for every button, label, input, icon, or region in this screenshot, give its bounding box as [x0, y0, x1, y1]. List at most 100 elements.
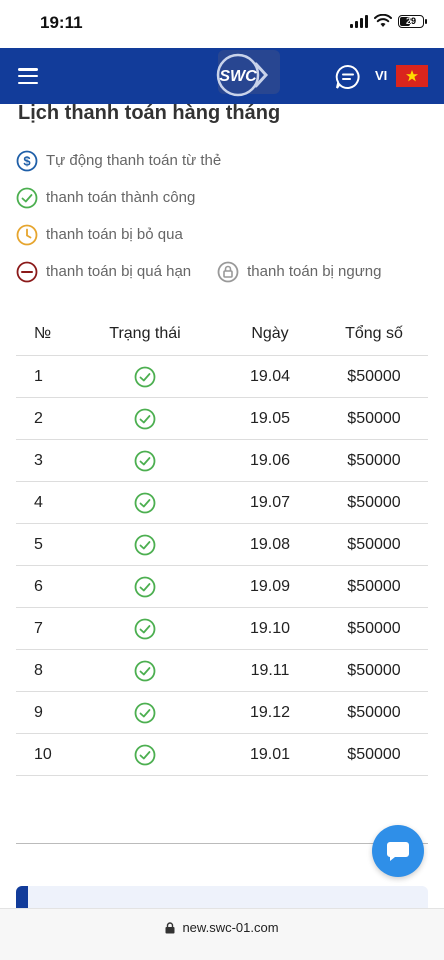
payment-schedule-table: № Trạng thái Ngày Tổng số 1 19.04 $50000 2 1…: [16, 312, 428, 776]
row-amount: $50000: [347, 661, 401, 679]
check-circle-icon: [134, 618, 156, 639]
row-amount: $50000: [347, 409, 401, 427]
row-date: 19.11: [250, 661, 290, 679]
status-icons: 29: [350, 14, 427, 28]
top-navbar: SWC VI: [0, 48, 444, 104]
table-row: 2 19.05 $50000: [16, 398, 428, 440]
row-amount: $50000: [347, 745, 401, 763]
row-status: [70, 702, 220, 724]
row-status: [70, 576, 220, 598]
status-bar: 19:11 29: [0, 0, 444, 48]
url-text: new.swc-01.com: [182, 920, 279, 935]
row-status: [70, 492, 220, 514]
row-amount: $50000: [347, 493, 401, 511]
status-time: 19:11: [40, 13, 83, 32]
row-status: [70, 618, 220, 640]
row-amount: $50000: [347, 703, 401, 721]
table-row: 6 19.09 $50000: [16, 566, 428, 608]
check-circle-icon: [134, 450, 156, 471]
row-number: 1: [34, 367, 43, 385]
check-circle-icon: [134, 534, 156, 555]
legend-suspended-label: thanh toán bị ngưng: [247, 263, 382, 280]
header-status: Trạng thái: [109, 324, 181, 342]
row-status: [70, 744, 220, 766]
row-amount: $50000: [347, 367, 401, 385]
row-status: [70, 366, 220, 388]
lock-icon: [165, 921, 175, 933]
row-amount: $50000: [347, 535, 401, 553]
row-number: 5: [34, 535, 43, 553]
legend-success: thanh toán thành công: [16, 187, 195, 209]
check-circle-icon: [134, 408, 156, 429]
language-label[interactable]: VI: [375, 68, 388, 83]
battery-icon: 29: [398, 14, 427, 28]
row-status: [70, 534, 220, 556]
table-row: 4 19.07 $50000: [16, 482, 428, 524]
row-status: [70, 450, 220, 472]
check-circle-icon: [134, 660, 156, 681]
legend-suspended: thanh toán bị ngưng: [217, 261, 381, 283]
menu-icon[interactable]: [18, 68, 38, 84]
header-number: №: [34, 324, 52, 342]
legend-auto-payment: $ Tự động thanh toán từ thẻ: [16, 150, 221, 172]
row-number: 9: [34, 703, 43, 721]
table-header: № Trạng thái Ngày Tổng số: [16, 312, 428, 356]
check-circle-icon: [134, 576, 156, 597]
row-date: 19.09: [249, 577, 291, 595]
svg-text:$: $: [23, 153, 31, 168]
chat-icon: [387, 842, 409, 861]
legend-success-label: thanh toán thành công: [46, 189, 196, 206]
table-row: 7 19.10 $50000: [16, 608, 428, 650]
row-status: [70, 408, 220, 430]
header-date: Ngày: [251, 324, 289, 342]
check-circle-icon: [16, 187, 38, 208]
wifi-icon: [374, 14, 392, 27]
row-amount: $50000: [347, 451, 401, 469]
table-row: 5 19.08 $50000: [16, 524, 428, 566]
vietnam-flag-icon[interactable]: [396, 65, 428, 87]
check-circle-icon: [134, 744, 156, 765]
swc-logo[interactable]: SWC: [196, 50, 280, 100]
table-row: 3 19.06 $50000: [16, 440, 428, 482]
table-row: 10 19.01 $50000: [16, 734, 428, 776]
row-date: 19.10: [249, 619, 291, 637]
row-date: 19.07: [249, 493, 291, 511]
table-row: 1 19.04 $50000: [16, 356, 428, 398]
signal-icon: [350, 14, 368, 28]
page-title: Lịch thanh toán hàng tháng: [18, 102, 281, 124]
payment-legend: $ Tự động thanh toán từ thẻ thanh toán t…: [16, 142, 436, 290]
battery-level: 29: [405, 16, 416, 26]
row-number: 6: [34, 577, 43, 595]
chat-bubble-icon[interactable]: [335, 64, 361, 90]
legend-overdue: thanh toán bị quá hạn: [16, 261, 191, 283]
legend-skipped: thanh toán bị bỏ qua: [16, 224, 183, 246]
row-number: 4: [34, 493, 43, 511]
row-number: 3: [34, 451, 43, 469]
clock-icon: [16, 224, 38, 245]
table-body: 1 19.04 $50000 2 19.05 $50000 3 19.06 $50000 4 19.…: [16, 356, 428, 776]
lock-circle-icon: [217, 261, 239, 282]
row-number: 10: [34, 745, 52, 763]
row-date: 19.12: [249, 703, 291, 721]
browser-url-bar[interactable]: new.swc-01.com: [0, 908, 444, 960]
row-date: 19.05: [249, 409, 291, 427]
section-divider: [16, 843, 428, 844]
row-date: 19.04: [249, 367, 291, 385]
dollar-icon: $: [16, 150, 38, 171]
table-row: 8 19.11 $50000: [16, 650, 428, 692]
row-number: 8: [34, 661, 43, 679]
row-date: 19.01: [249, 745, 291, 763]
check-circle-icon: [134, 492, 156, 513]
row-amount: $50000: [347, 619, 401, 637]
header-amount: Tổng số: [345, 324, 403, 342]
legend-skipped-label: thanh toán bị bỏ qua: [46, 226, 183, 243]
row-status: [70, 660, 220, 682]
url-field[interactable]: new.swc-01.com: [165, 920, 279, 935]
minus-circle-icon: [16, 261, 38, 282]
legend-auto-label: Tự động thanh toán từ thẻ: [46, 152, 222, 169]
chat-support-button[interactable]: [372, 825, 424, 877]
row-date: 19.06: [249, 451, 291, 469]
legend-overdue-label: thanh toán bị quá hạn: [46, 263, 192, 280]
row-amount: $50000: [347, 577, 401, 595]
check-circle-icon: [134, 366, 156, 387]
